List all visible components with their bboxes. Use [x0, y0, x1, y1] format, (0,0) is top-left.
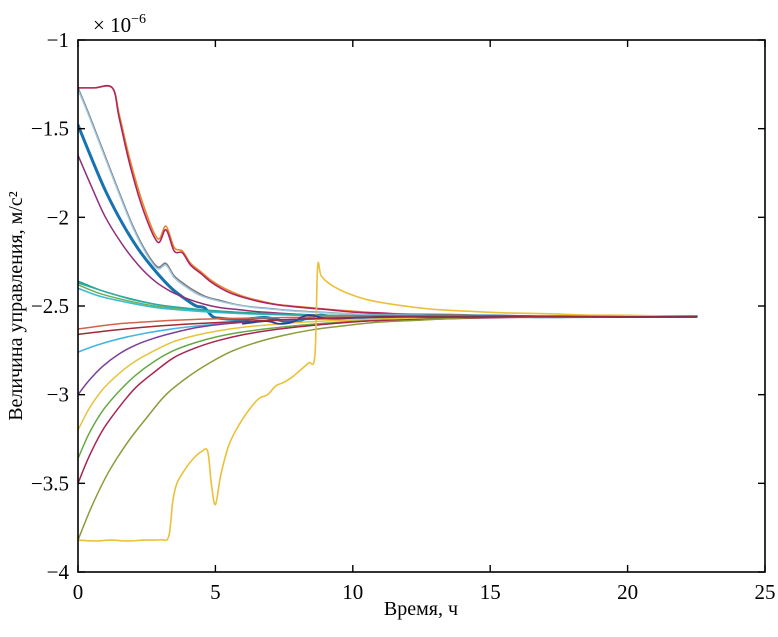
series-line: [78, 261, 698, 542]
axis-tick-labels: 0 5 10 15 20 25 −1 −1.5 −2 −2.5 −3 −3.5 −4: [31, 28, 776, 604]
x-tick-label: 5: [210, 580, 221, 604]
y-tick-label: −2: [47, 205, 69, 229]
y-tick-label: −4: [47, 560, 70, 584]
x-axis-title: Время, ч: [384, 598, 458, 620]
axis-ticks: [77, 39, 766, 573]
x-tick-label: 20: [617, 580, 638, 604]
y-axis-multiplier: × 10−6: [93, 12, 146, 37]
y-tick-label: −1.5: [31, 117, 69, 141]
plot-area: [78, 84, 698, 542]
y-axis-title: Величина управления, м/с²: [5, 191, 27, 421]
y-tick-label: −3: [47, 383, 69, 407]
y-tick-label: −3.5: [31, 471, 69, 495]
x-tick-label: 10: [342, 580, 363, 604]
y-tick-label: −2.5: [31, 294, 69, 318]
x-tick-label: 0: [73, 580, 84, 604]
x-tick-label: 25: [755, 580, 776, 604]
y-tick-label: −1: [47, 28, 69, 52]
x-tick-label: 15: [480, 580, 501, 604]
series-line: [78, 315, 698, 336]
